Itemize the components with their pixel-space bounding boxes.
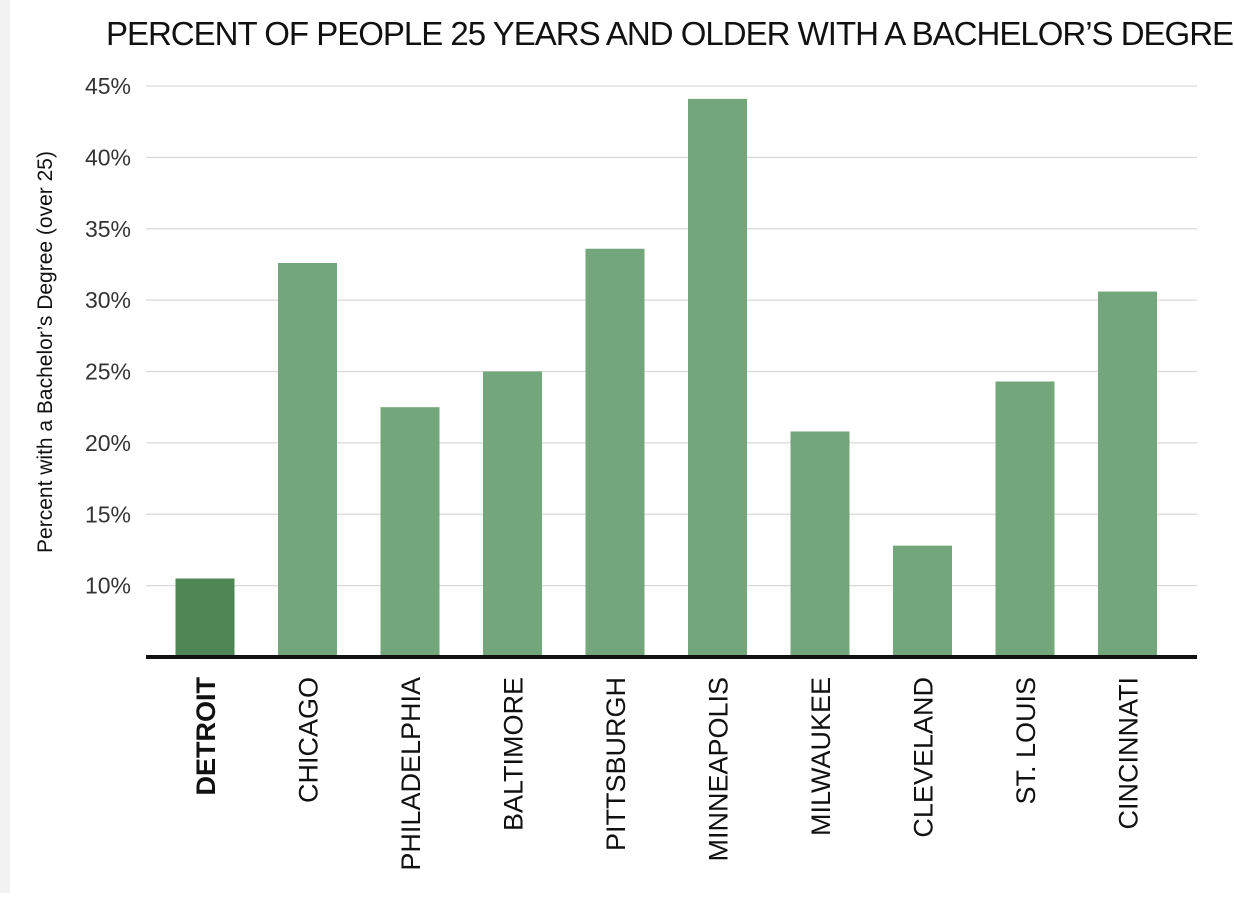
x-tick-label: CLEVELAND [909, 677, 939, 838]
x-tick-label: CHICAGO [294, 677, 324, 803]
y-tick-label: 40% [85, 144, 131, 170]
x-tick-label: MILWAUKEE [806, 677, 836, 836]
bar-cincinnati [1098, 291, 1157, 657]
bar-pittsburgh [585, 248, 645, 658]
bar-detroit [175, 578, 235, 657]
y-axis-label: Percent with a Bachelor’s Degree (over 2… [34, 151, 57, 553]
y-tick-label: 45% [85, 73, 131, 99]
bar-chicago [278, 263, 337, 657]
y-tick-label: 30% [85, 287, 131, 313]
x-tick-labels: DETROIT CHICAGO PHILADELPHIA BALTIMORE PITTS… [191, 676, 1144, 870]
bar-baltimore [483, 371, 542, 657]
y-tick-label: 15% [85, 501, 131, 527]
y-tick-label: 10% [85, 573, 131, 599]
chart-title: PERCENT OF PEOPLE 25 YEARS AND OLDER WIT… [106, 15, 1234, 52]
bars [175, 98, 1157, 658]
x-tick-label: DETROIT [191, 676, 221, 795]
bar-st-louis [995, 381, 1055, 657]
bar-minneapolis [688, 98, 747, 657]
x-tick-label: PHILADELPHIA [396, 677, 426, 871]
bar-milwaukee [790, 431, 850, 657]
bar-cleveland [893, 545, 952, 657]
x-tick-label: CINCINNATI [1114, 677, 1144, 830]
y-tick-label: 25% [85, 359, 131, 385]
x-tick-label: MINNEAPOLIS [704, 677, 734, 862]
x-tick-label: PITTSBURGH [601, 677, 631, 851]
y-tick-label: 20% [85, 430, 131, 456]
y-tick-label: 35% [85, 216, 131, 242]
x-tick-label: ST. LOUIS [1011, 677, 1041, 805]
x-tick-label: BALTIMORE [499, 677, 529, 831]
y-tick-labels: 10% 15% 20% 25% 30% 35% 40% 45% [85, 73, 131, 599]
bar-philadelphia [380, 407, 440, 657]
